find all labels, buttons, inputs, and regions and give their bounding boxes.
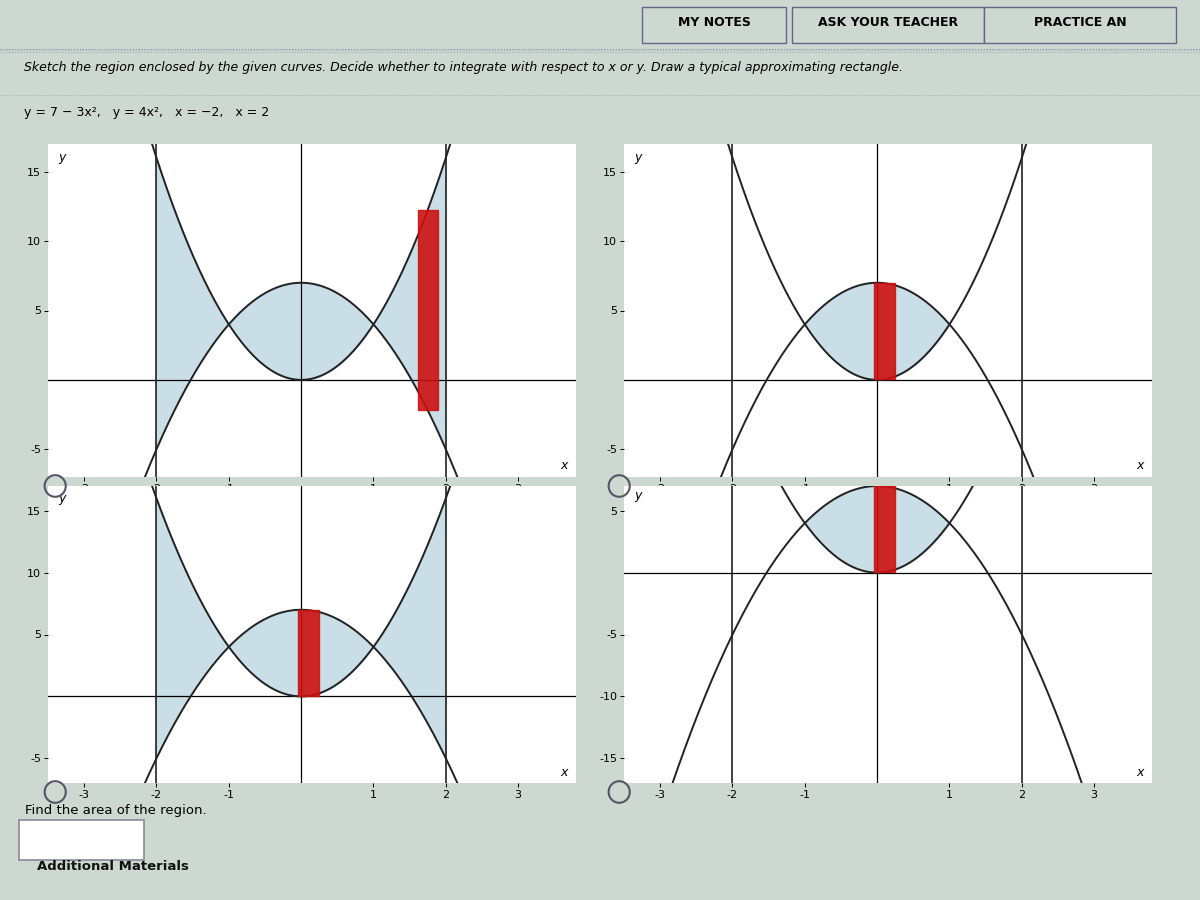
Bar: [875, 486, 894, 572]
Bar: [418, 210, 438, 410]
FancyBboxPatch shape: [792, 7, 984, 42]
Text: x: x: [560, 766, 568, 778]
FancyBboxPatch shape: [642, 7, 786, 42]
Text: y: y: [59, 492, 66, 505]
Text: MY NOTES: MY NOTES: [678, 16, 750, 29]
Bar: [299, 610, 318, 696]
Text: Find the area of the region.: Find the area of the region.: [25, 804, 206, 817]
Text: y: y: [635, 151, 642, 164]
Text: Additional Materials: Additional Materials: [37, 860, 190, 873]
Text: PRACTICE AN: PRACTICE AN: [1033, 16, 1127, 29]
Text: y: y: [635, 489, 642, 501]
Text: Sketch the region enclosed by the given curves. Decide whether to integrate with: Sketch the region enclosed by the given …: [24, 61, 904, 74]
Text: x: x: [560, 459, 568, 472]
Text: y: y: [59, 151, 66, 164]
Text: y = 7 − 3x²,   y = 4x²,   x = −2,   x = 2: y = 7 − 3x², y = 4x², x = −2, x = 2: [24, 106, 269, 119]
Text: x: x: [1136, 766, 1144, 778]
FancyBboxPatch shape: [984, 7, 1176, 42]
Text: x: x: [1136, 459, 1144, 472]
Bar: [875, 284, 894, 379]
Text: ASK YOUR TEACHER: ASK YOUR TEACHER: [818, 16, 958, 29]
FancyBboxPatch shape: [19, 821, 144, 860]
